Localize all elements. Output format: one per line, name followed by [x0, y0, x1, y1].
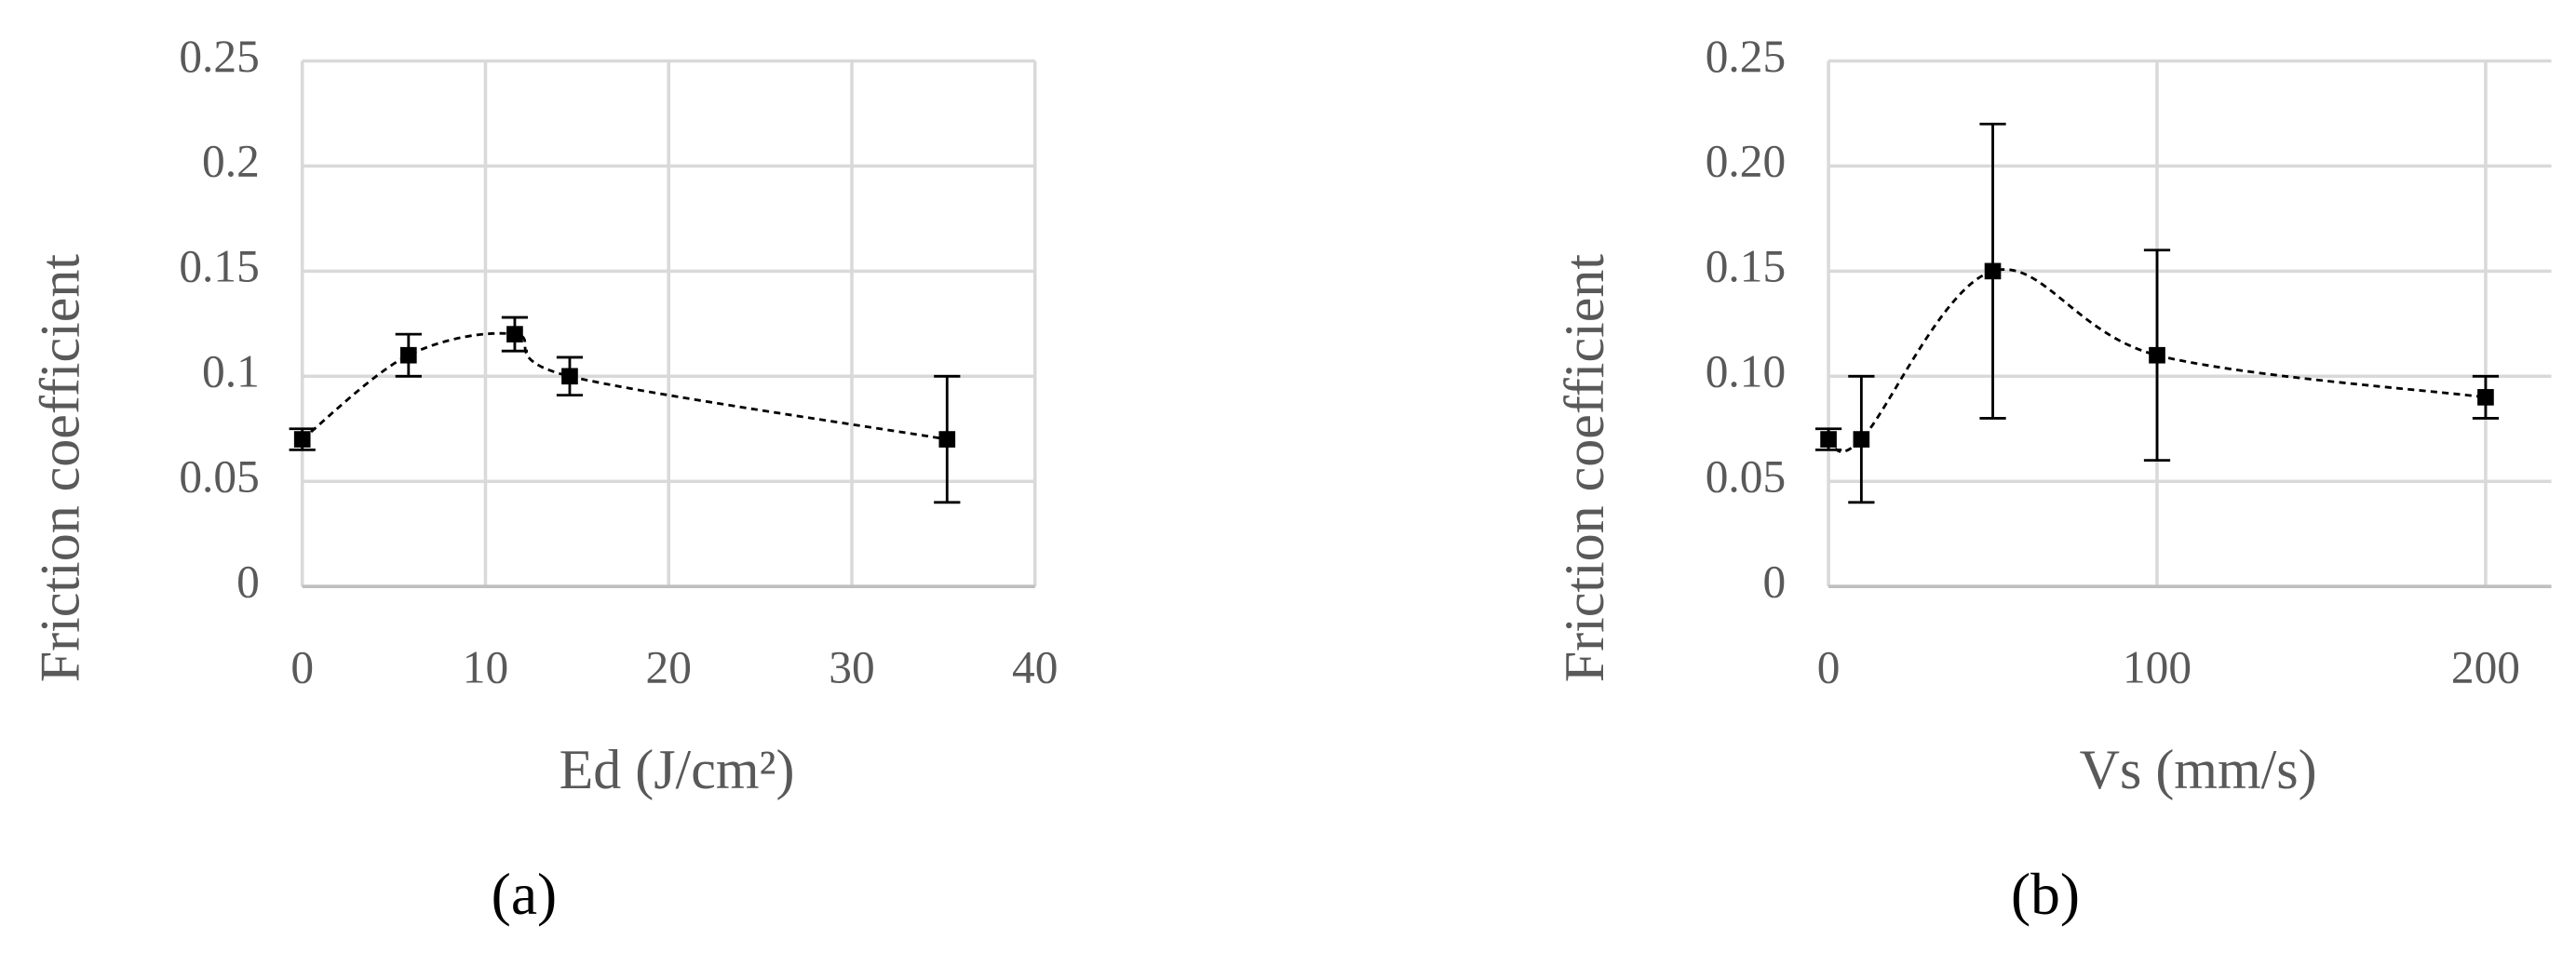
- data-point: [1984, 262, 2002, 280]
- x-axis-title: Ed (J/cm²): [560, 739, 795, 800]
- data-point: [399, 346, 417, 364]
- data-point: [506, 326, 523, 342]
- panel-label: (b): [2011, 861, 2080, 927]
- y-tick-label: 0.05: [179, 451, 259, 503]
- y-tick-label: 0.2: [202, 136, 260, 187]
- y-axis-title: Friction coefficient: [29, 254, 90, 683]
- x-axis-title: Vs (mm/s): [2080, 739, 2317, 800]
- x-tick-label: 0: [290, 641, 314, 692]
- y-tick-label: 0: [1762, 557, 1786, 608]
- data-point: [1820, 431, 1837, 448]
- data-point: [561, 368, 578, 385]
- y-tick-label: 0: [236, 557, 260, 608]
- panel-label: (a): [492, 861, 558, 927]
- y-tick-label: 0.25: [179, 31, 259, 82]
- y-tick-label: 0.20: [1706, 136, 1786, 187]
- y-axis-title: Friction coefficient: [1554, 254, 1615, 683]
- y-tick-label: 0.05: [1706, 451, 1786, 503]
- data-point: [938, 431, 956, 448]
- x-tick-label: 40: [1012, 641, 1058, 692]
- x-tick-label: 200: [2451, 641, 2520, 692]
- data-point: [1853, 431, 1870, 448]
- x-tick-label: 0: [1817, 641, 1841, 692]
- data-point: [2149, 346, 2165, 364]
- x-tick-label: 30: [829, 641, 874, 692]
- x-tick-label: 20: [646, 641, 692, 692]
- data-point: [293, 431, 311, 448]
- y-tick-label: 0.10: [1706, 346, 1786, 397]
- y-tick-label: 0.15: [1706, 241, 1786, 292]
- data-point: [2477, 389, 2494, 406]
- x-tick-label: 10: [463, 641, 508, 692]
- x-tick-label: 100: [2123, 641, 2192, 692]
- y-tick-label: 0.1: [202, 346, 260, 397]
- trend-line: [301, 331, 948, 441]
- y-tick-label: 0.25: [1706, 31, 1786, 82]
- y-tick-label: 0.15: [179, 241, 259, 292]
